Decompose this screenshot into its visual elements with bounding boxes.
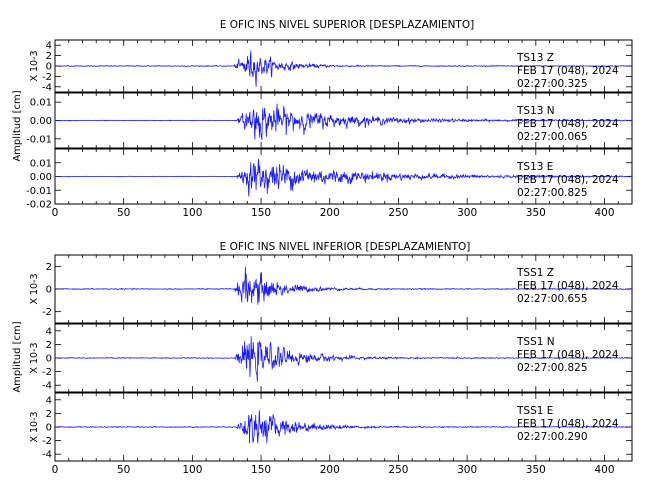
- x-tick-label: 250: [388, 207, 408, 219]
- station-component-label: TSS1 Z: [516, 267, 554, 279]
- y-tick-label: 0.01: [30, 158, 52, 169]
- x-tick-label: 300: [457, 464, 477, 476]
- station-component-label: TS13 Z: [516, 52, 554, 64]
- x-tick-label: 400: [595, 464, 615, 476]
- x-tick-label: 300: [457, 207, 477, 219]
- scale-label: X 10-3: [29, 342, 40, 373]
- record-date-label: FEB 17 (048), 2024: [517, 418, 619, 430]
- x-tick-label: 400: [595, 207, 615, 219]
- y-tick-label: -4: [42, 82, 52, 93]
- x-tick-label: 100: [182, 464, 202, 476]
- seismic-trace-line: [55, 158, 633, 197]
- record-time-label: 02:27:00.290: [517, 431, 588, 443]
- y-tick-label: 0.00: [30, 116, 52, 127]
- y-tick-label: -0.01: [26, 134, 52, 145]
- seismic-trace-line: [54, 336, 633, 382]
- record-time-label: 02:27:00.325: [517, 78, 588, 90]
- x-tick-label: 50: [117, 464, 130, 476]
- upper-panel-ylabel: Amplitud [cm]: [12, 90, 23, 161]
- y-tick-label: -0.01: [26, 186, 52, 197]
- scale-label: X 10-3: [29, 273, 40, 304]
- x-tick-label: 0: [52, 464, 59, 476]
- station-component-label: TSS1 N: [516, 336, 555, 348]
- y-tick-label: 0: [46, 285, 52, 296]
- lower-panel-title: E OFIC INS NIVEL INFERIOR [DESPLAZAMIENT…: [220, 241, 471, 253]
- seismic-trace-line: [54, 50, 633, 88]
- station-component-label: TSS1 E: [516, 405, 553, 417]
- seismic-trace-line: [54, 410, 633, 444]
- y-tick-label: 2: [46, 340, 52, 351]
- record-time-label: 02:27:00.825: [517, 187, 588, 199]
- y-tick-label: 0.00: [30, 172, 52, 183]
- y-tick-label: -2: [42, 367, 52, 378]
- y-tick-label: 0: [46, 62, 52, 73]
- lower-level-panel: E OFIC INS NIVEL INFERIOR [DESPLAZAMIENT…: [12, 241, 633, 476]
- x-tick-label: 350: [526, 464, 546, 476]
- record-time-label: 02:27:00.655: [517, 293, 588, 305]
- seismic-trace-line: [54, 266, 633, 305]
- y-tick-label: 0: [46, 354, 52, 365]
- y-tick-label: 2: [46, 262, 52, 273]
- record-time-label: 02:27:00.065: [517, 131, 588, 143]
- y-tick-label: -2: [42, 72, 52, 83]
- y-tick-label: 2: [46, 51, 52, 62]
- x-tick-label: 100: [182, 207, 202, 219]
- x-tick-label: 350: [526, 207, 546, 219]
- y-tick-label: 4: [46, 395, 52, 406]
- lower-panel-ylabel: Amplitud [cm]: [12, 321, 23, 392]
- x-tick-label: 200: [320, 207, 340, 219]
- upper-level-panel: E OFIC INS NIVEL SUPERIOR [DESPLAZAMIENT…: [12, 19, 633, 219]
- y-tick-label: 2: [46, 409, 52, 420]
- x-tick-label: 50: [117, 207, 130, 219]
- y-tick-label: -4: [42, 450, 52, 461]
- x-tick-label: 150: [251, 207, 271, 219]
- record-date-label: FEB 17 (048), 2024: [517, 349, 619, 361]
- record-date-label: FEB 17 (048), 2024: [517, 174, 619, 186]
- y-tick-label: 0: [46, 423, 52, 434]
- scale-label: X 10-3: [29, 411, 40, 442]
- y-tick-label: -0.02: [26, 200, 52, 211]
- y-tick-label: -4: [42, 381, 52, 392]
- x-tick-label: 0: [52, 207, 59, 219]
- x-tick-label: 150: [251, 464, 271, 476]
- upper-panel-title: E OFIC INS NIVEL SUPERIOR [DESPLAZAMIENT…: [220, 19, 474, 31]
- record-date-label: FEB 17 (048), 2024: [517, 118, 619, 130]
- y-tick-label: 4: [46, 326, 52, 337]
- y-tick-label: -2: [42, 307, 52, 318]
- record-time-label: 02:27:00.825: [517, 362, 588, 374]
- y-tick-label: 4: [46, 41, 52, 52]
- record-date-label: FEB 17 (048), 2024: [517, 280, 619, 292]
- scale-label: X 10-3: [29, 50, 40, 81]
- record-date-label: FEB 17 (048), 2024: [517, 65, 619, 77]
- y-tick-label: -2: [42, 436, 52, 447]
- x-tick-label: 200: [320, 464, 340, 476]
- station-component-label: TS13 E: [516, 161, 553, 173]
- seismic-trace-line: [54, 103, 633, 141]
- station-component-label: TS13 N: [516, 105, 555, 117]
- y-tick-label: 0.01: [30, 98, 52, 109]
- x-tick-label: 250: [388, 464, 408, 476]
